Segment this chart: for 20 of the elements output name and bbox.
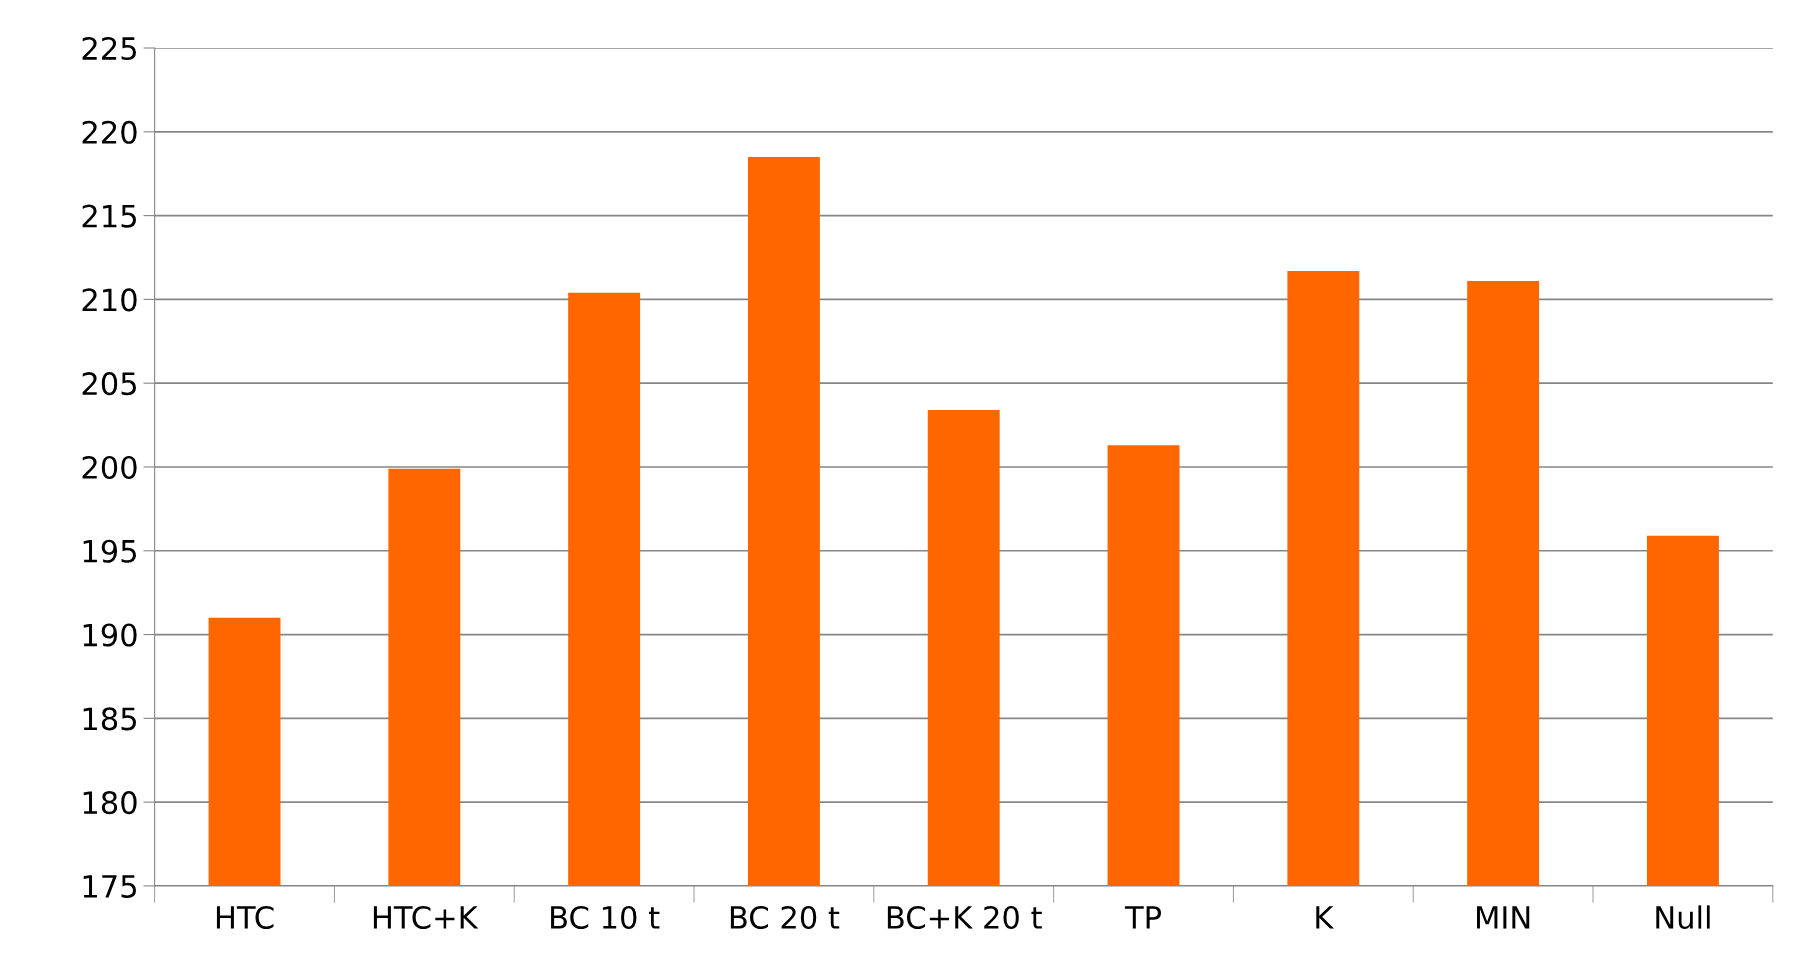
y-tick-label: 180 <box>83 791 137 815</box>
x-tick-label: HTC+K <box>373 905 479 930</box>
y-tick-label: 185 <box>83 707 136 731</box>
x-tick-label: BC 20 t <box>730 905 840 930</box>
x-tick-label: TP <box>1124 906 1162 929</box>
y-tick-label: 220 <box>82 120 137 144</box>
y-tick-label: 225 <box>82 36 136 61</box>
x-tick-label: Null <box>1656 905 1710 930</box>
y-tick-label: 195 <box>83 539 136 563</box>
y-tick-label: 215 <box>82 204 136 228</box>
y-tick-label: 210 <box>82 288 137 312</box>
x-tick-label: MIN <box>1477 906 1530 929</box>
y-tick-label: 205 <box>82 372 136 396</box>
y-tick-label: 200 <box>82 455 137 480</box>
x-tick-label: BC+K 20 t <box>887 905 1042 930</box>
x-tick-label: HTC <box>216 905 274 930</box>
y-tick-label: 190 <box>83 623 137 647</box>
x-tick-label: BC 10 t <box>551 905 660 930</box>
y-tick-label: 175 <box>83 875 136 898</box>
x-tick-label: K <box>1316 906 1334 929</box>
